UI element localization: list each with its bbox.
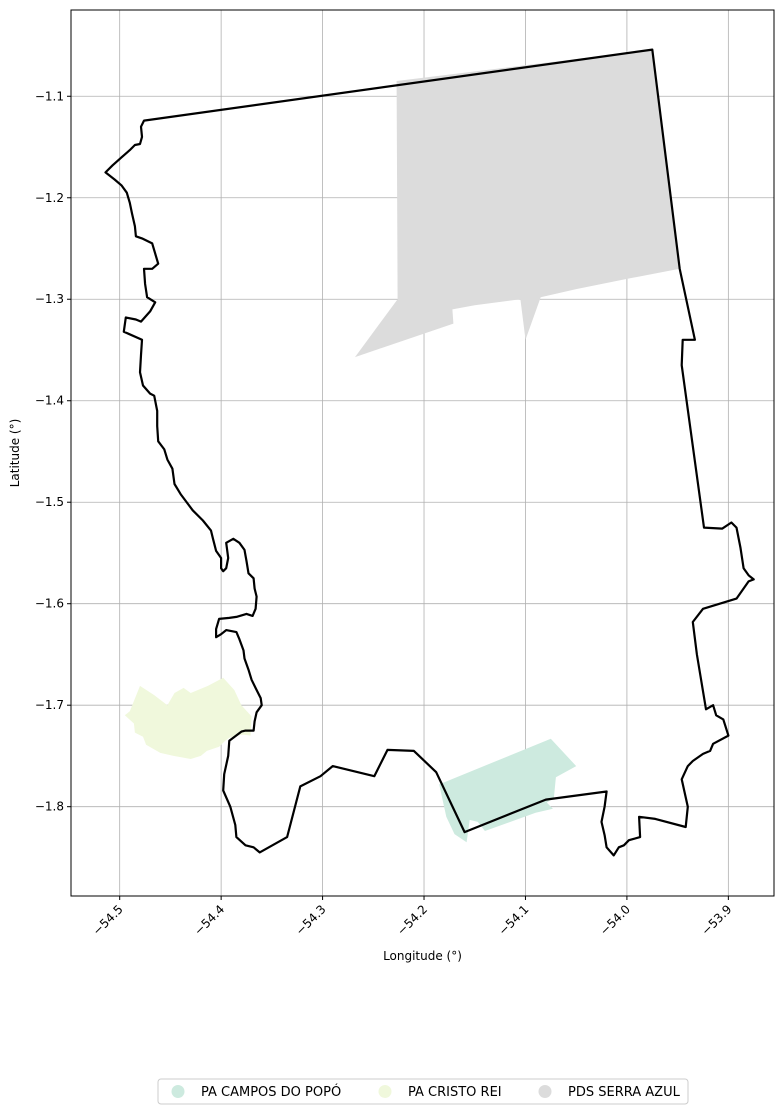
y-tick-label: −1.4 xyxy=(35,394,64,408)
x-tick-label: −54.4 xyxy=(191,902,227,938)
legend-label: PA CAMPOS DO POPÓ xyxy=(201,1084,341,1100)
x-tick-label: −54.2 xyxy=(394,902,430,938)
y-tick-label: −1.8 xyxy=(35,800,64,814)
municipality-boundary xyxy=(104,48,755,857)
area-pa-cristo-rei xyxy=(124,677,252,759)
legend-box xyxy=(157,1078,689,1105)
area-pa-campos-do-pop- xyxy=(439,738,577,843)
legend-marker xyxy=(378,1085,392,1098)
y-tick-label: −1.6 xyxy=(35,597,64,611)
x-tick-label: −53.9 xyxy=(699,902,735,938)
boundary-outline xyxy=(104,48,755,857)
legend-label: PDS SERRA AZUL xyxy=(568,1085,681,1100)
y-tick-label: −1.2 xyxy=(35,191,64,205)
axes-frame xyxy=(70,9,775,897)
x-axis-label: Longitude (°) xyxy=(383,949,462,963)
area-pds-serra-azul xyxy=(355,49,680,358)
x-tick-label: −54.5 xyxy=(90,902,126,938)
y-axis-label: Latitude (°) xyxy=(8,419,22,488)
x-tick-label: −54.0 xyxy=(597,902,633,938)
legend: PA CAMPOS DO POPÓ PA CRISTO REI PDS SERRA … xyxy=(157,1078,689,1105)
y-axis-ticks: −1.1 −1.2 −1.3 −1.4 −1.5 −1.6 −1.7 −1.8 xyxy=(35,89,71,814)
y-tick-label: −1.7 xyxy=(35,698,64,712)
legend-marker xyxy=(171,1085,185,1098)
x-tick-label: −54.3 xyxy=(293,902,329,938)
legend-label: PA CRISTO REI xyxy=(408,1085,502,1100)
settlement-areas xyxy=(124,49,680,843)
x-axis-ticks: −54.5 −54.4 −54.3 −54.2 −54.1 −54.0 −53.9 xyxy=(90,896,735,938)
x-tick-label: −54.1 xyxy=(496,902,532,938)
y-tick-label: −1.1 xyxy=(35,89,64,103)
legend-marker xyxy=(538,1085,552,1098)
y-tick-label: −1.5 xyxy=(35,495,64,509)
y-tick-label: −1.3 xyxy=(35,292,64,306)
